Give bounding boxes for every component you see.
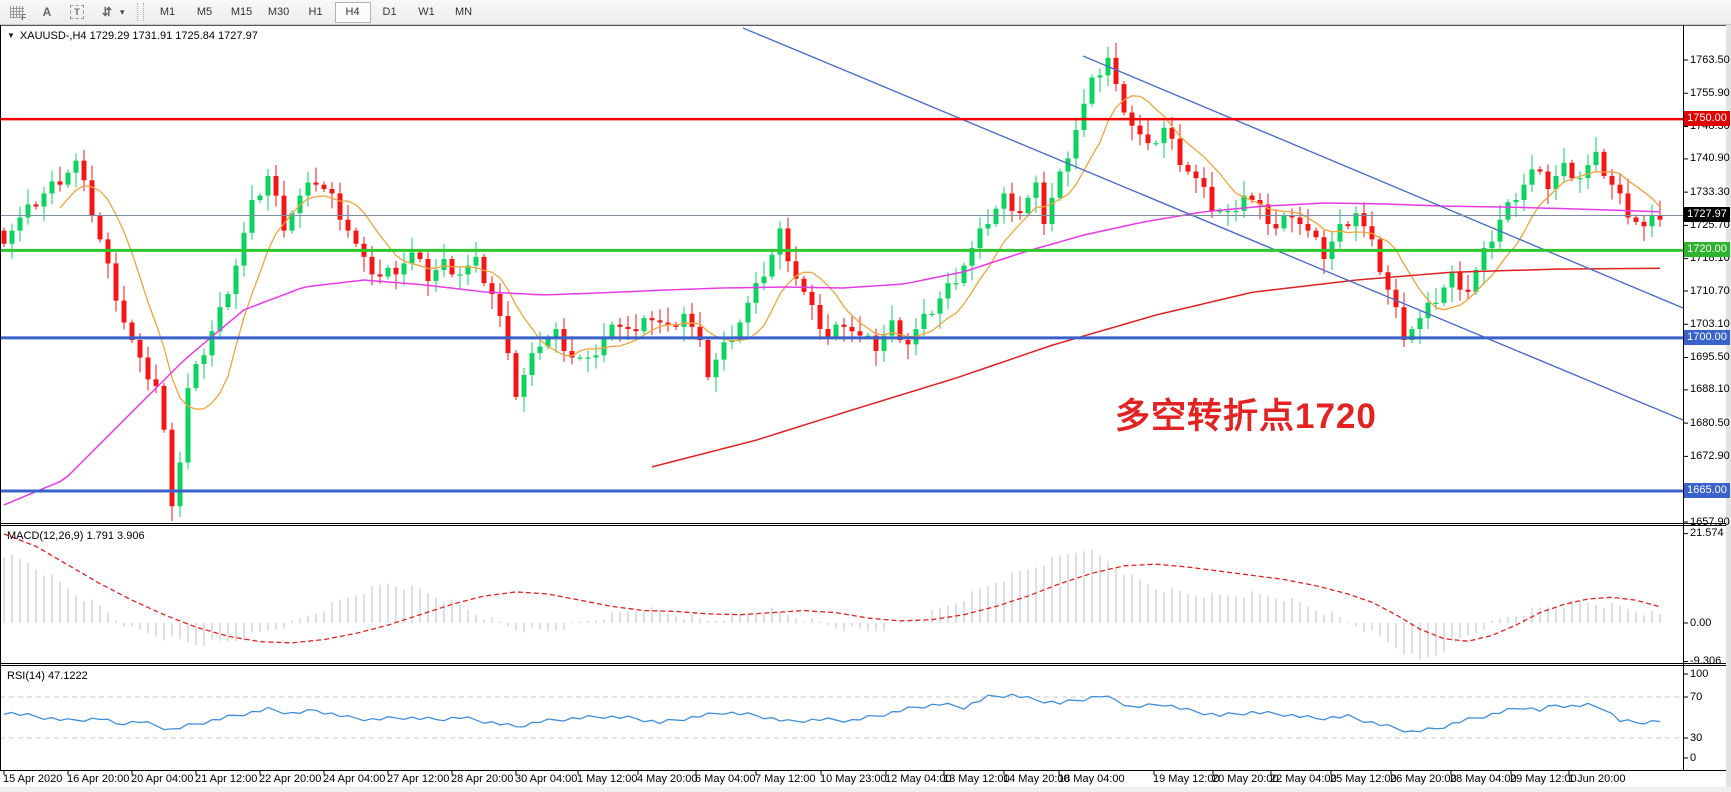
timeframe-button-h4[interactable]: H4 [334,1,371,23]
timeframe-button-h1[interactable]: H1 [308,6,323,18]
chart-window[interactable]: 1763.50 1755.90 1748.30 1740.90 1733.30 1725.… [0,25,1731,792]
text-label-tool-icon[interactable]: A [42,5,52,19]
arrow-objects-tool-icon[interactable]: ⇵ [101,5,113,19]
arrows-dropdown-caret[interactable]: ▾ [120,6,125,17]
macd-signal-line [3,533,1661,644]
price-chart-canvas[interactable] [0,25,1731,792]
window-bottom-edge [0,787,1731,792]
ma-mid-line [3,202,1661,506]
drawing-tools-group: F A T ⇵ [0,2,120,22]
ma-fast-line [59,95,1661,410]
symbol-ohlc-text: XAUUSD-,H4 1729.29 1731.91 1725.84 1727.… [19,30,258,42]
rsi-label: RSI(14) 47.1222 [7,670,88,682]
timeframe-button-m15[interactable]: M15 [230,6,253,18]
timeframe-button-w1[interactable]: W1 [418,6,435,18]
macd-label: MACD(12,26,9) 1.791 3.906 [7,530,145,542]
rsi-line [3,693,1661,733]
trendline-1[interactable] [742,27,1684,421]
window-right-edge [1726,25,1731,788]
timeframe-button-d1[interactable]: D1 [382,6,397,18]
toolbar: F A T ⇵ ▾ M1 M5 M15 M30 H1 H4 D1 W1 MN [0,0,1731,25]
timeframe-button-m1[interactable]: M1 [159,6,176,18]
chart-title: ▼ XAUUSD-,H4 1729.29 1731.91 1725.84 1727… [7,30,258,42]
timeframe-button-m30[interactable]: M30 [267,6,290,18]
toolbar-separator [136,3,144,21]
macd-histogram [3,549,1661,660]
timeframe-button-m5[interactable]: M5 [196,6,213,18]
candles-layer [1,42,1663,522]
collapse-icon[interactable]: ▼ [7,31,15,40]
timeframe-buttons-group: M1 M5 M15 M30 H1 H4 D1 W1 MN [150,1,483,23]
text-box-tool-icon[interactable]: T [64,2,90,22]
annotation-text[interactable]: 多空转折点1720 [1115,397,1377,436]
trendline-2[interactable] [1082,55,1684,309]
fibonacci-grid-tool-icon[interactable]: F [4,2,30,22]
timeframe-button-mn[interactable]: MN [454,6,473,18]
ma-slow-line [651,267,1661,468]
